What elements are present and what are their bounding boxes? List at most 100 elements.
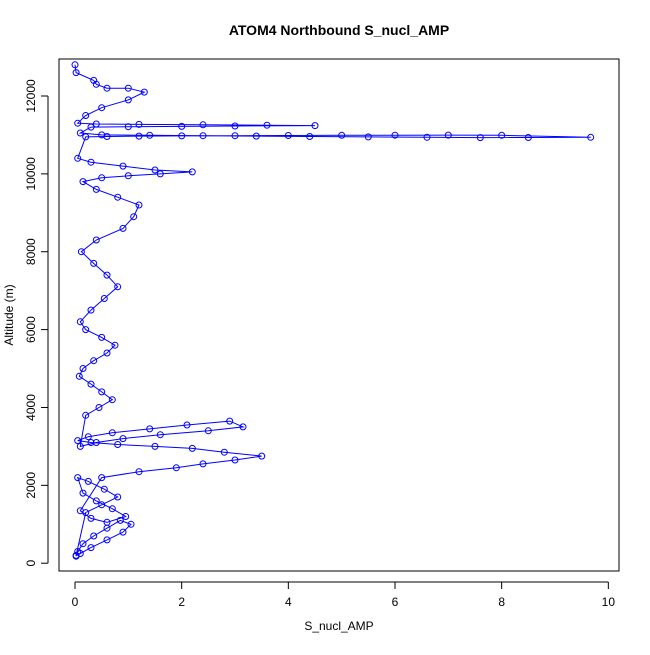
data-point: [82, 326, 90, 334]
data-point: [114, 493, 122, 501]
data-point: [100, 485, 108, 493]
data-point: [87, 544, 95, 552]
data-point: [364, 133, 372, 141]
data-point: [92, 120, 100, 128]
data-point: [90, 357, 98, 365]
data-point: [119, 224, 127, 232]
data-point: [111, 341, 119, 349]
data-point: [82, 133, 90, 141]
data-point: [79, 365, 87, 372]
data-point: [103, 536, 111, 544]
data-point: [76, 318, 84, 326]
data-point: [172, 464, 180, 472]
chart-title: ATOM4 Northbound S_nucl_AMP: [229, 22, 449, 38]
data-point: [178, 122, 186, 130]
data-point: [76, 507, 84, 515]
x-tick-label: 2: [178, 595, 185, 609]
y-tick-label: 8000: [24, 238, 38, 265]
data-point: [79, 489, 87, 497]
plot-frame: [58, 58, 620, 572]
data-point: [135, 132, 143, 140]
data-point: [524, 134, 532, 141]
data-point: [263, 121, 271, 129]
data-point: [391, 131, 399, 139]
data-point: [103, 518, 111, 526]
data-point: [74, 437, 82, 445]
data-point: [231, 456, 239, 464]
data-point: [124, 84, 132, 92]
y-axis: 0 2000 4000 6000 8000 10000 12000: [24, 79, 49, 567]
data-point: [444, 131, 452, 139]
data-point: [423, 133, 431, 141]
data-point: [92, 439, 100, 446]
data-point: [156, 170, 164, 178]
data-point: [124, 123, 132, 131]
x-tick-label: 8: [498, 595, 505, 609]
data-point: [90, 76, 98, 84]
data-point: [74, 154, 82, 162]
data-point: [76, 129, 84, 137]
data-point: [587, 133, 595, 141]
x-tick-label: 4: [285, 595, 292, 609]
data-point: [124, 172, 132, 180]
data-point: [103, 271, 111, 279]
data-point: [95, 404, 103, 411]
data-point: [98, 131, 106, 139]
x-tick-label: 0: [72, 595, 79, 609]
y-tick-label: 12000: [24, 79, 38, 113]
data-point: [231, 132, 239, 140]
data-point: [87, 514, 95, 522]
data-point: [98, 388, 106, 396]
data-point: [188, 168, 196, 176]
data-point: [135, 201, 143, 209]
data-point: [119, 528, 127, 536]
data-point: [76, 442, 84, 450]
data-point: [87, 439, 95, 446]
data-point: [130, 213, 138, 221]
data-point: [92, 497, 100, 505]
data-point: [82, 411, 90, 419]
data-point: [108, 396, 116, 404]
data-layer: [71, 61, 595, 560]
data-point: [90, 259, 98, 267]
data-point: [90, 532, 98, 540]
data-point: [98, 501, 106, 509]
data-point: [82, 112, 90, 119]
data-point: [79, 178, 87, 186]
y-tick-label: 2000: [24, 472, 38, 499]
data-point: [476, 134, 484, 142]
y-tick-label: 0: [24, 560, 38, 567]
data-point: [108, 429, 116, 437]
data-point: [77, 248, 85, 256]
data-point: [199, 121, 207, 129]
data-point: [72, 551, 80, 559]
data-point: [127, 520, 135, 528]
data-point: [114, 193, 122, 201]
data-point: [75, 372, 83, 380]
data-point: [146, 425, 154, 433]
data-point: [98, 174, 106, 182]
data-point: [338, 131, 346, 139]
data-point: [226, 417, 234, 425]
data-point: [84, 433, 92, 441]
series-line: [74, 64, 591, 557]
data-point: [252, 132, 260, 140]
data-point: [220, 448, 228, 456]
data-point: [135, 120, 143, 128]
data-point: [151, 442, 159, 450]
data-point: [72, 69, 80, 77]
data-point: [74, 119, 82, 127]
data-point: [87, 158, 95, 166]
data-point: [199, 132, 207, 140]
y-axis-label: Altitude (m): [2, 284, 16, 345]
data-point: [98, 474, 106, 482]
data-point: [146, 131, 154, 139]
x-tick-label: 6: [392, 595, 399, 609]
data-point: [258, 452, 266, 460]
data-point: [103, 349, 111, 357]
data-point: [100, 295, 108, 302]
data-point: [135, 468, 143, 476]
data-point: [284, 132, 292, 139]
